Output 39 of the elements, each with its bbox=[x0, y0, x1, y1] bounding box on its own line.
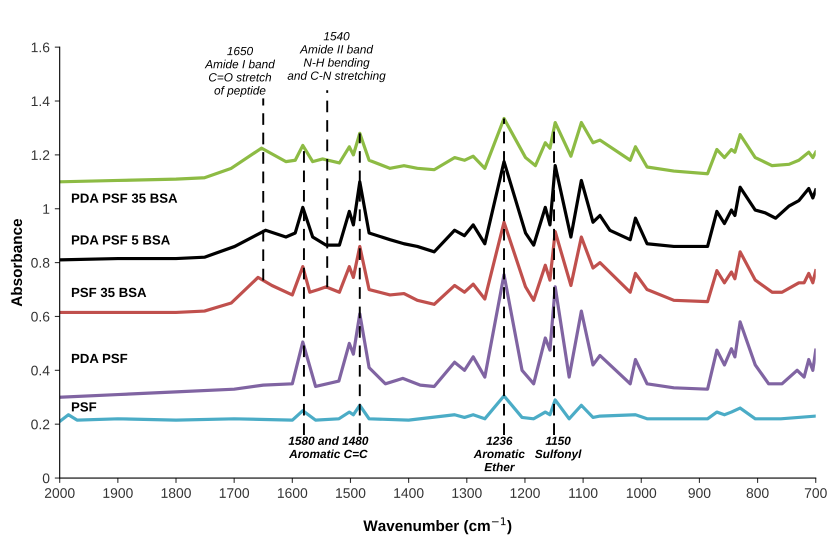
x-tick-label: 1800 bbox=[162, 488, 191, 498]
x-tick-label: 1500 bbox=[336, 488, 366, 498]
x-tick-label: 1200 bbox=[510, 488, 540, 498]
x-tick-label: 1300 bbox=[452, 488, 482, 498]
series-label: PDA PSF 35 BSA bbox=[72, 194, 178, 203]
x-tick-label: 2000 bbox=[44, 488, 75, 498]
y-tick-label: 1 bbox=[43, 204, 50, 214]
series-label: PDA PSF 5 BSA bbox=[72, 235, 170, 245]
ref-line-label: 1580 and 1480 Aromatic C=C bbox=[288, 436, 368, 458]
y-tick-label: 0.2 bbox=[31, 420, 50, 430]
series-label: PSF 35 BSA bbox=[72, 288, 146, 298]
line-series bbox=[60, 394, 816, 424]
line-series bbox=[60, 273, 816, 399]
x-tick-label: 1700 bbox=[220, 488, 250, 498]
ref-line-label: 1236 Aromatic Ether bbox=[474, 436, 525, 472]
y-tick-label: 1.6 bbox=[32, 42, 50, 52]
ref-line-label: 1150 Sulfonyl bbox=[534, 436, 582, 460]
x-tick-label: 700 bbox=[804, 488, 827, 498]
ref-line-label: 1540 Amide II band N-H bending and C-N stretching bbox=[288, 32, 386, 82]
x-tick-label: 800 bbox=[746, 488, 769, 498]
x-tick-label: 900 bbox=[688, 488, 710, 498]
text: PDA PSF bbox=[72, 354, 128, 364]
ref-line-label: 1650 Amide I band C=O stretch of peptide bbox=[204, 46, 276, 97]
line-series bbox=[60, 220, 816, 314]
y-tick-label: 1.2 bbox=[32, 150, 50, 160]
y-tick-label: 1.4 bbox=[32, 96, 50, 106]
y-tick-label: 0.8 bbox=[31, 258, 50, 268]
x-tick-label: 1600 bbox=[278, 488, 308, 498]
series-label: PSF bbox=[72, 402, 96, 412]
y-tick-label: 0 bbox=[42, 473, 50, 484]
x-axis-title: Wavenumber (cm$^{−1}$) bbox=[363, 517, 512, 534]
y-axis-title: Absorbance bbox=[10, 218, 22, 306]
x-tick-label: 1900 bbox=[103, 488, 133, 498]
y-tick-label: 0.4 bbox=[31, 366, 50, 376]
x-tick-label: 1400 bbox=[394, 488, 424, 498]
line-series bbox=[60, 116, 816, 184]
y-tick-label: 0.6 bbox=[31, 312, 50, 322]
x-tick-label: 1000 bbox=[626, 488, 656, 498]
x-tick-label: 1100 bbox=[569, 488, 598, 498]
